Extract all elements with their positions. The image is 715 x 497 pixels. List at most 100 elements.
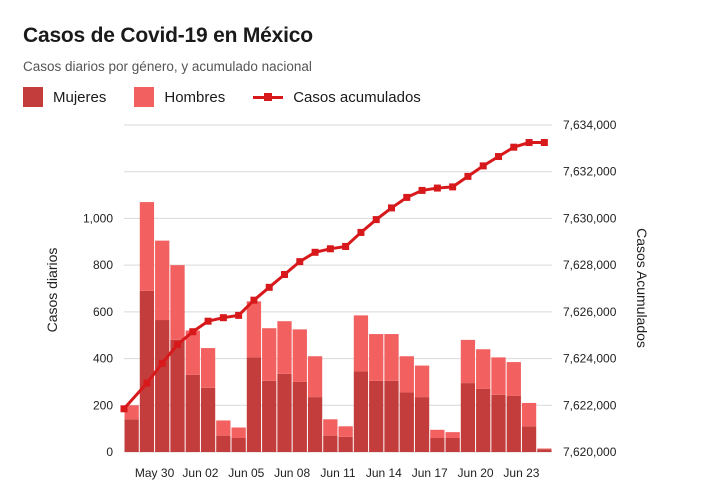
y2-tick-label: 7,622,000 <box>563 398 617 412</box>
bar-hombres <box>262 328 277 381</box>
bar-mujeres <box>277 373 292 452</box>
cumulative-point <box>540 139 548 147</box>
bar-hombres <box>124 405 139 420</box>
bar-mujeres <box>369 380 384 452</box>
legend-label-acumulados: Casos acumulados <box>293 88 421 106</box>
bar-hombres <box>369 334 384 381</box>
bar-hombres <box>430 429 445 438</box>
bar-mujeres <box>460 383 476 452</box>
bar-hombres <box>155 240 170 321</box>
cumulative-point <box>525 139 533 147</box>
x-tick-label: Jun 20 <box>458 466 494 480</box>
bar-mujeres <box>506 395 521 452</box>
x-tick-label: Jun 02 <box>182 466 218 480</box>
bar-hombres <box>476 349 491 389</box>
y2-tick-label: 7,620,000 <box>563 445 617 459</box>
bar-hombres <box>460 339 476 384</box>
cumulative-point <box>449 183 457 191</box>
bar-mujeres <box>262 380 277 452</box>
bar-hombres <box>292 329 307 382</box>
cumulative-point <box>464 172 472 180</box>
cumulative-point <box>372 216 380 224</box>
y-axis-right-ticks: 7,620,000 7,622,000 7,624,000 7,626,000 7,62… <box>563 118 617 459</box>
cumulative-point <box>235 311 243 319</box>
bar-hombres <box>338 426 353 437</box>
x-tick-label: Jun 11 <box>320 466 355 480</box>
bar-mujeres <box>476 388 491 452</box>
cumulative-point <box>403 193 411 201</box>
bar-hombres <box>139 202 155 291</box>
y2-tick-label: 7,630,000 <box>563 211 617 225</box>
bar-hombres <box>246 301 262 358</box>
bar-mujeres <box>491 394 506 452</box>
legend-swatch-acumulados <box>253 89 284 105</box>
bar-mujeres <box>384 380 399 452</box>
bar-mujeres <box>292 381 307 452</box>
bar-mujeres <box>185 374 200 452</box>
bar-mujeres <box>414 397 430 452</box>
cumulative-point <box>433 184 441 192</box>
bar-mujeres <box>139 290 155 452</box>
bar-mujeres <box>537 449 552 452</box>
cumulative-line <box>120 139 548 413</box>
bar-hombres <box>185 330 200 375</box>
cumulative-point <box>479 162 487 170</box>
cumulative-point <box>281 270 288 278</box>
cumulative-point <box>174 341 181 349</box>
y-axis-label: Casos diarios <box>44 248 60 333</box>
y-tick-label: 1,000 <box>83 211 113 225</box>
legend-label-hombres: Hombres <box>164 88 226 106</box>
bar-hombres <box>521 402 537 427</box>
y-tick-label: 0 <box>106 445 113 459</box>
bar-mujeres <box>170 339 185 452</box>
bar-hombres <box>216 420 231 436</box>
bar-mujeres <box>216 435 231 452</box>
y2-tick-label: 7,626,000 <box>563 305 617 319</box>
y2-tick-label: 7,628,000 <box>563 258 617 272</box>
legend-item-mujeres: Mujeres <box>23 87 106 107</box>
bar-hombres <box>200 348 216 388</box>
cumulative-point <box>326 245 334 253</box>
bar-mujeres <box>155 320 170 452</box>
legend-swatch-hombres <box>134 87 155 107</box>
bar-hombres <box>537 448 552 450</box>
cumulative-point <box>418 186 426 194</box>
bar-hombres <box>323 419 338 436</box>
x-tick-label: Jun 17 <box>412 466 448 480</box>
chart-title: Casos de Covid-19 en México <box>23 24 313 47</box>
bar-mujeres <box>521 426 537 452</box>
bar-mujeres <box>200 387 216 452</box>
y-tick-label: 800 <box>93 258 113 272</box>
cumulative-point <box>204 317 212 325</box>
bar-mujeres <box>231 437 246 452</box>
bar-hombres <box>414 365 430 398</box>
bar-hombres <box>506 362 521 396</box>
bar-hombres <box>399 356 414 393</box>
legend-item-hombres: Hombres <box>134 87 225 107</box>
cumulative-point <box>357 228 365 236</box>
x-tick-label: Jun 05 <box>228 466 264 480</box>
bar-hombres <box>491 357 506 395</box>
bar-mujeres <box>124 419 139 452</box>
cumulative-point <box>388 204 395 212</box>
y-axis-left-ticks: 0 200 400 600 800 1,000 <box>83 211 113 459</box>
bar-hombres <box>307 356 323 398</box>
legend-label-mujeres: Mujeres <box>53 88 107 106</box>
y-tick-label: 200 <box>93 398 113 412</box>
x-tick-label: Jun 14 <box>366 466 402 480</box>
y2-tick-label: 7,634,000 <box>563 118 617 132</box>
cumulative-point <box>342 242 350 250</box>
bar-hombres <box>384 334 399 381</box>
bar-mujeres <box>307 397 323 452</box>
chart-subtitle: Casos diarios por género, y acumulado na… <box>23 59 312 74</box>
bar-hombres <box>231 427 246 438</box>
bar-mujeres <box>399 392 414 452</box>
cumulative-point <box>265 283 273 291</box>
cumulative-point <box>296 258 304 266</box>
y-tick-label: 400 <box>93 352 113 366</box>
cumulative-point <box>510 143 518 151</box>
cumulative-point <box>495 153 502 161</box>
cumulative-line-path <box>122 141 545 410</box>
x-axis-ticks: May 30 Jun 02 Jun 05 Jun 08 Jun 11 Jun 14 Jun … <box>135 466 540 480</box>
